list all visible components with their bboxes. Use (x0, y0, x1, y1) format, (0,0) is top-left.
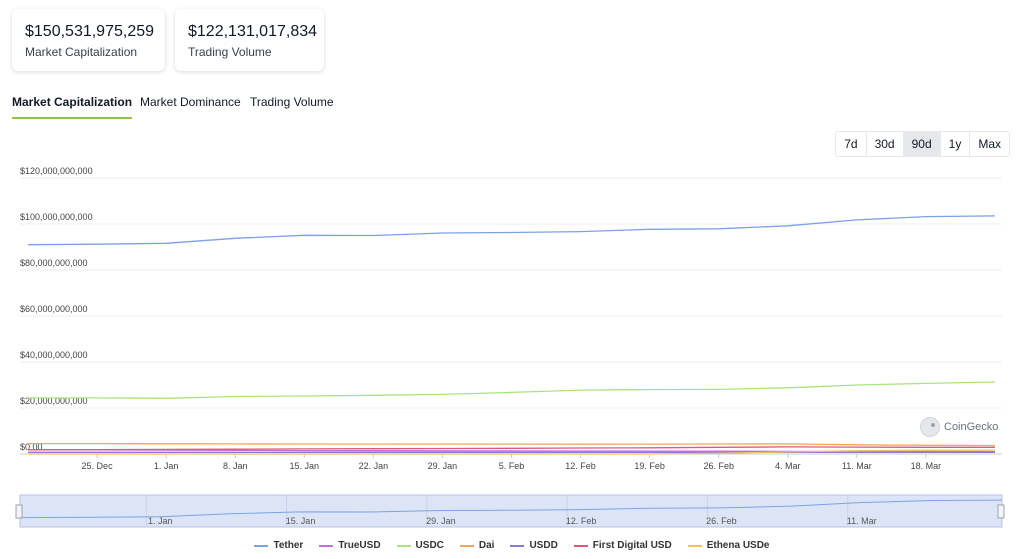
legend-label: Tether (273, 540, 304, 551)
range-1y-button[interactable]: 1y (939, 132, 970, 156)
legend-item-usdd[interactable]: USDD (510, 540, 558, 551)
x-tick-label: 12. Feb (565, 461, 596, 471)
range-navigator[interactable]: 1. Jan 15. Jan 29. Jan 12. Feb 26. Feb 11. Ma… (0, 490, 1024, 530)
coingecko-watermark: CoinGecko (920, 417, 998, 437)
y-tick-label: $20,000,000,000 (20, 396, 88, 406)
grid-lines (20, 177, 1002, 455)
trading-volume-card: $122,131,017,834 Trading Volume (175, 9, 324, 71)
legend-item-tether[interactable]: Tether (254, 540, 303, 551)
legend-item-trueusd[interactable]: TrueUSD (319, 540, 381, 551)
range-30d-button[interactable]: 30d (865, 132, 903, 156)
legend-swatch (254, 544, 269, 547)
tab-market-capitalization[interactable]: Market Capitalization (12, 95, 133, 119)
navigator-series-line (19, 499, 1003, 519)
legend-item-dai[interactable]: Dai (459, 540, 495, 551)
tab-trading-volume[interactable]: Trading Volume (250, 95, 334, 109)
x-tick-label: 11. Mar (842, 461, 872, 471)
y-tick-label: $40,000,000,000 (20, 350, 88, 360)
navigator-selection[interactable] (19, 494, 1003, 528)
chart-legend: Tether TrueUSD USDC Dai USDD First Digital US… (0, 540, 1024, 551)
market-cap-value: $150,531,975,259 (25, 23, 155, 40)
navigator-tick-label: 11. Mar (847, 516, 877, 526)
y-axis-labels: $0.00 $20,000,000,000 $40,000,000,000 $60,0… (20, 166, 93, 452)
market-cap-label: Market Capitalization (25, 45, 138, 59)
x-tick-label: 8. Jan (223, 461, 248, 471)
legend-item-first-digital-usd[interactable]: First Digital USD (573, 540, 672, 551)
legend-label: Ethena USDe (706, 540, 770, 551)
legend-item-usdc[interactable]: USDC (396, 540, 444, 551)
navigator-tick-label: 29. Jan (426, 516, 456, 526)
trading-volume-value: $122,131,017,834 (188, 23, 318, 40)
legend-item-ethena-usde[interactable]: Ethena USDe (687, 540, 770, 551)
y-tick-label: $80,000,000,000 (20, 258, 88, 268)
y-tick-label: $120,000,000,000 (20, 166, 93, 176)
market-cap-chart[interactable]: $0.00 $20,000,000,000 $40,000,000,000 $60,0… (0, 160, 1024, 472)
navigator-tick-labels: 1. Jan 15. Jan 29. Jan 12. Feb 26. Feb 11. Ma… (148, 516, 877, 526)
x-tick-label: 18. Mar (911, 461, 942, 471)
y-tick-label: $0.00 (20, 442, 43, 452)
legend-label: USDC (415, 540, 444, 551)
x-tick-label: 22. Jan (359, 461, 389, 471)
x-tick-label: 15. Jan (290, 461, 320, 471)
x-tick-label: 25. Dec (82, 461, 114, 471)
series-line-ethena-usde[interactable] (28, 449, 996, 455)
x-tick-label: 1. Jan (154, 461, 179, 471)
y-tick-label: $60,000,000,000 (20, 304, 88, 314)
series-line-usdc[interactable] (28, 381, 996, 399)
legend-label: Dai (478, 540, 495, 551)
watermark-text: CoinGecko (944, 421, 999, 433)
navigator-tick-label: 15. Jan (286, 516, 316, 526)
legend-label: TrueUSD (338, 540, 381, 551)
legend-swatch (687, 544, 702, 547)
navigator-grid (145, 495, 849, 527)
navigator-tick-label: 1. Jan (148, 516, 173, 526)
legend-label: First Digital USD (592, 540, 672, 551)
series-line-tether[interactable] (27, 215, 996, 246)
x-tick-label: 5. Feb (499, 461, 525, 471)
time-range-selector: 7d 30d 90d 1y Max (835, 131, 1010, 157)
tab-market-dominance[interactable]: Market Dominance (140, 95, 241, 109)
legend-swatch (573, 544, 588, 547)
legend-swatch (510, 544, 525, 547)
series-line-first-digital-usd[interactable] (27, 446, 995, 451)
range-90d-button[interactable]: 90d (902, 132, 940, 156)
legend-label: USDD (529, 540, 558, 551)
x-tick-label: 26. Feb (703, 461, 734, 471)
navigator-right-handle[interactable] (997, 504, 1005, 519)
legend-swatch (319, 544, 334, 547)
series-line-dai[interactable] (28, 442, 996, 447)
x-tick-label: 4. Mar (775, 461, 801, 471)
navigator-tick-label: 26. Feb (706, 516, 737, 526)
x-axis-labels: 25. Dec 1. Jan 8. Jan 15. Jan 22. Jan 29. Jan… (82, 454, 942, 471)
navigator-tick-label: 12. Feb (566, 516, 597, 526)
market-cap-card: $150,531,975,259 Market Capitalization (12, 9, 165, 71)
trading-volume-label: Trading Volume (188, 45, 272, 59)
coingecko-logo-icon (920, 417, 940, 437)
y-tick-label: $100,000,000,000 (20, 212, 93, 222)
legend-swatch (396, 544, 411, 547)
range-max-button[interactable]: Max (969, 132, 1009, 156)
range-7d-button[interactable]: 7d (836, 132, 866, 156)
series-lines (27, 215, 996, 455)
x-tick-label: 29. Jan (428, 461, 458, 471)
navigator-left-handle[interactable] (15, 504, 23, 519)
x-tick-label: 19. Feb (634, 461, 665, 471)
legend-swatch (459, 544, 474, 547)
